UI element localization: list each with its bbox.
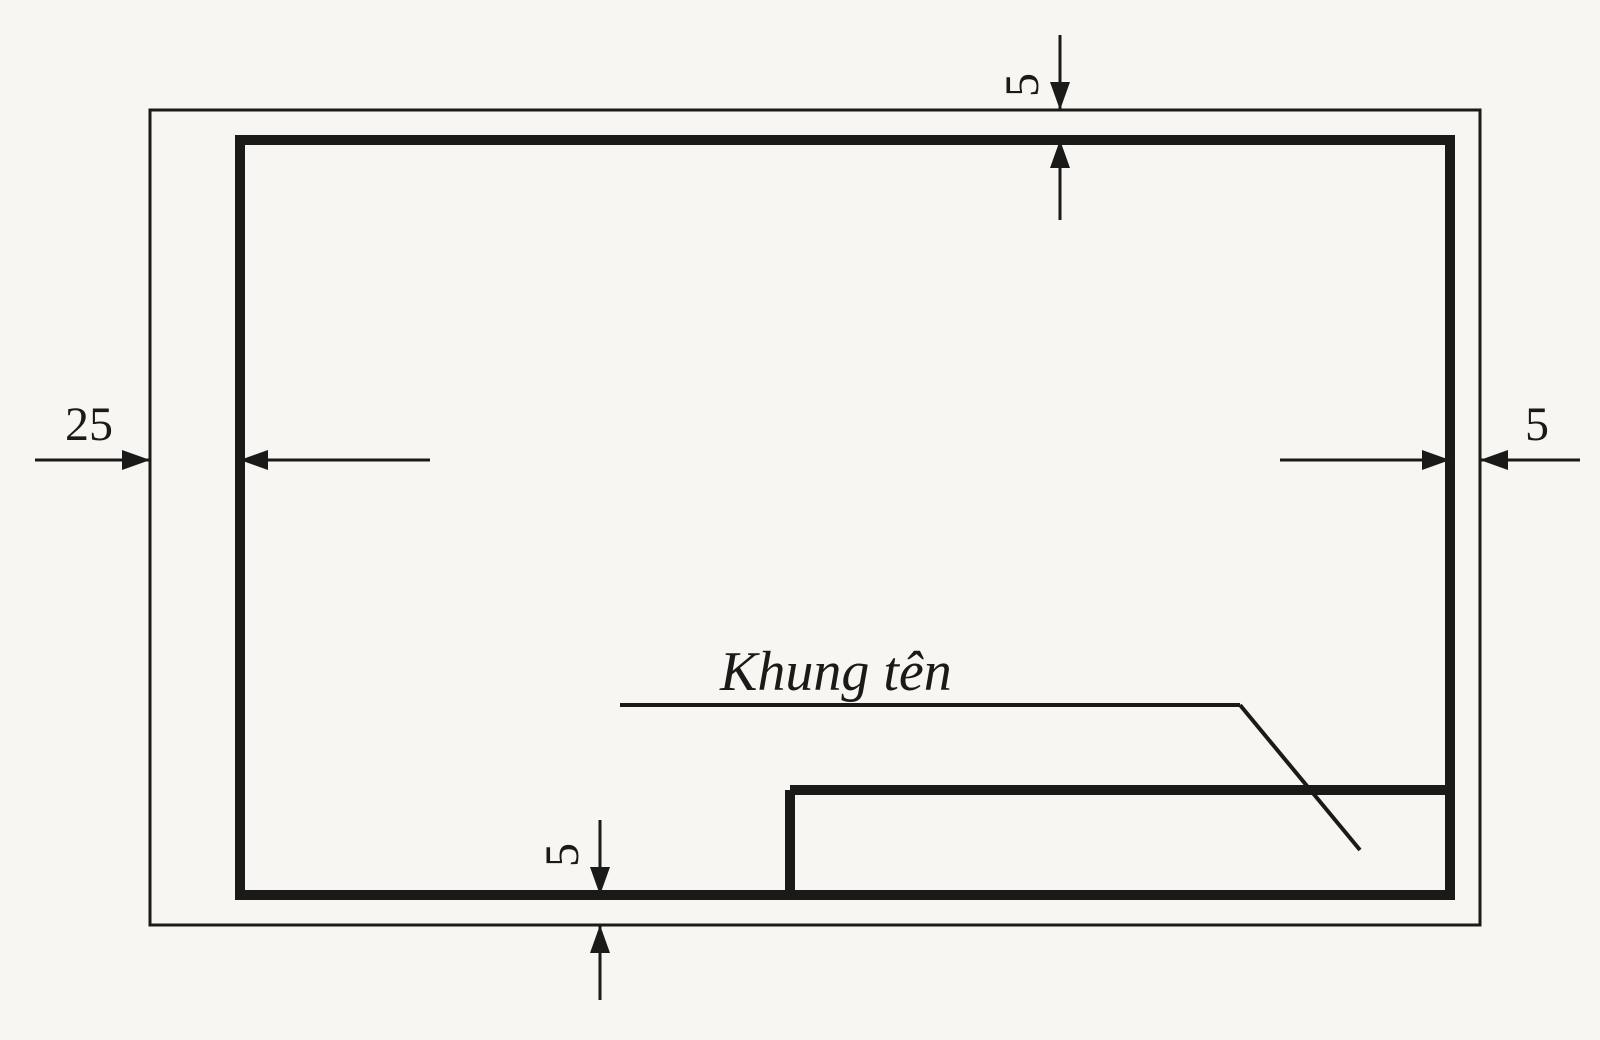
dimension-top-value: 5 xyxy=(996,73,1049,97)
dimension-bottom-value: 5 xyxy=(536,843,589,867)
dimension-right-value: 5 xyxy=(1525,398,1549,451)
dimension-left-value: 25 xyxy=(65,398,113,451)
title-block-label: Khung tên xyxy=(719,641,952,703)
frame-diagram: Khung tên 5 5 25 5 xyxy=(0,0,1600,1040)
